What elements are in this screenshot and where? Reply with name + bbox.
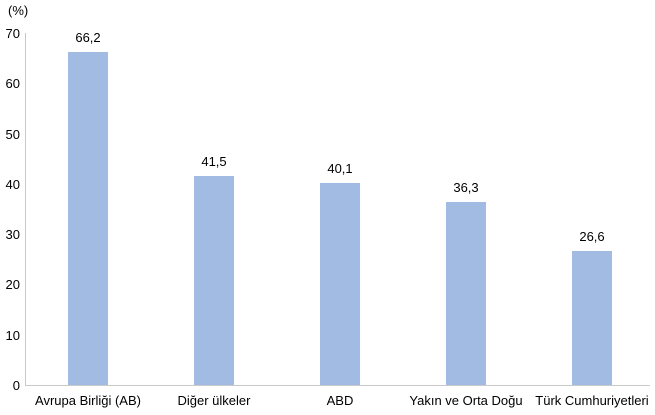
y-axis-line xyxy=(25,33,26,385)
y-axis-tick-label: 40 xyxy=(5,176,20,192)
y-axis-tick-label: 0 xyxy=(12,378,20,393)
y-axis-tick-label: 60 xyxy=(5,76,20,92)
x-axis-line xyxy=(25,385,650,386)
bar-value-label: 36,3 xyxy=(453,180,479,196)
bar-value-label: 66,2 xyxy=(75,30,101,46)
bar-value-label: 40,1 xyxy=(327,161,353,177)
y-axis-tick-label: 30 xyxy=(5,227,20,243)
y-axis-tick-label: 20 xyxy=(5,277,20,293)
y-axis-tick-label: 70 xyxy=(5,26,20,41)
y-axis-unit-label: (%) xyxy=(8,3,29,18)
bar xyxy=(446,202,486,385)
bar-value-label: 26,6 xyxy=(579,229,605,245)
x-axis-category-label: ABD xyxy=(326,393,354,408)
bar-value-label: 41,5 xyxy=(201,154,227,170)
x-axis-category-label: Türk Cumhuriyetleri xyxy=(535,393,649,408)
y-axis-tick-label: 10 xyxy=(5,327,20,343)
bar xyxy=(68,52,108,385)
y-axis-tick-label: 50 xyxy=(5,126,20,142)
x-axis-category-label: Avrupa Birliği (AB) xyxy=(35,393,141,408)
x-axis-category-label: Diğer ülkeler xyxy=(177,393,251,408)
bar xyxy=(194,176,234,385)
x-axis-category-label: Yakın ve Orta Doğu xyxy=(409,393,523,408)
bar xyxy=(572,251,612,385)
bar xyxy=(320,183,360,385)
